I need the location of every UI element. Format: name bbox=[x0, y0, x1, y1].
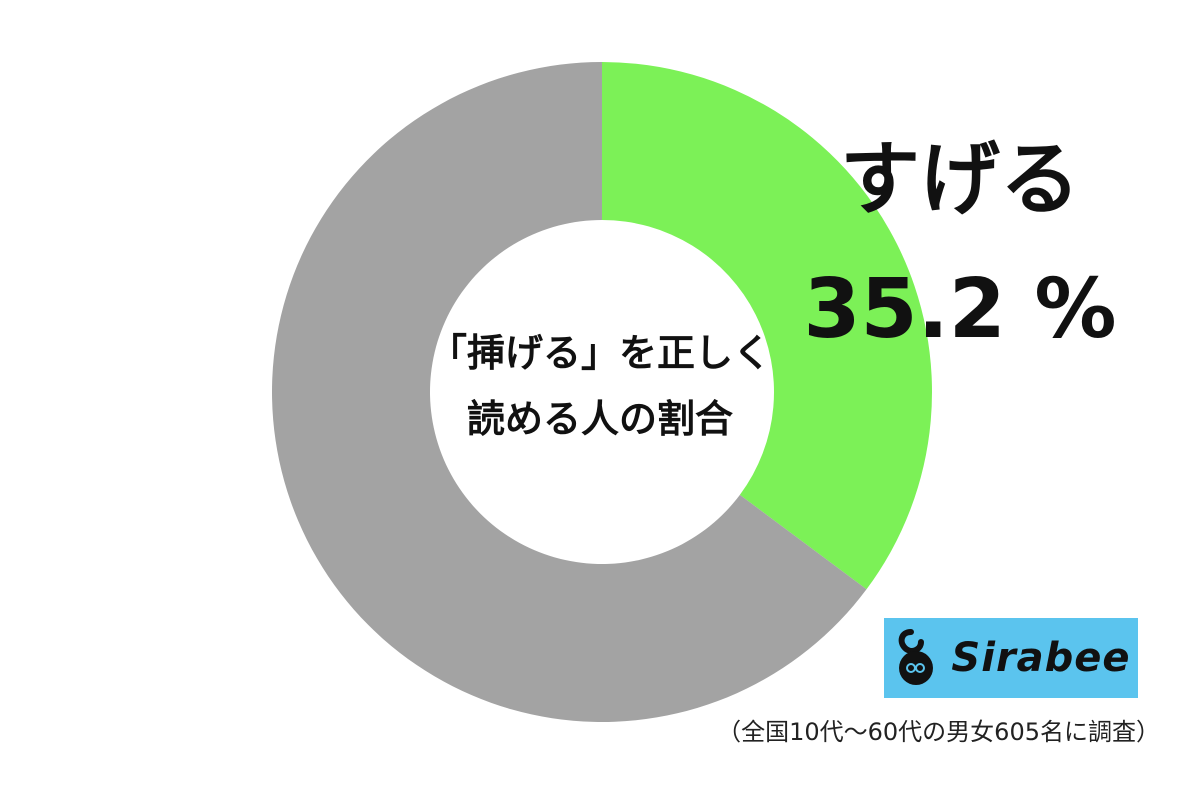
sirabee-logo: Sirabee bbox=[884, 618, 1138, 698]
chart-title-line-2: 読める人の割合 bbox=[466, 397, 733, 441]
sirabee-logo-text: Sirabee bbox=[951, 635, 1131, 681]
slice-label-value: 35.2 % bbox=[803, 262, 1117, 357]
sirabee-logo-icon bbox=[899, 629, 934, 685]
chart-title: 「挿げる」を正しく 読める人の割合 bbox=[400, 320, 800, 452]
donut-slice-1 bbox=[602, 62, 932, 590]
survey-footnote: （全国10代～60代の男女605名に調査） bbox=[717, 718, 1160, 746]
chart-title-line-1: 「挿げる」を正しく bbox=[428, 331, 771, 375]
slice-label-name: すげる bbox=[840, 133, 1080, 226]
donut-slice-2 bbox=[271, 62, 867, 723]
